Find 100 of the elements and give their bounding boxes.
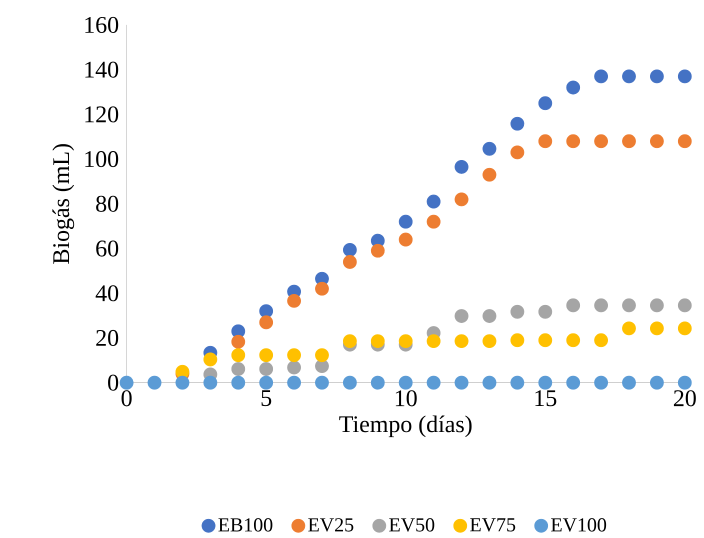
legend-label: EB100 bbox=[218, 518, 272, 532]
point bbox=[566, 376, 580, 390]
point bbox=[510, 116, 524, 131]
point bbox=[538, 304, 552, 319]
point bbox=[259, 348, 274, 362]
y-tick-label: 100 bbox=[85, 151, 118, 168]
x-tick-label: 20 bbox=[674, 390, 696, 406]
point bbox=[426, 334, 441, 348]
point bbox=[678, 69, 692, 84]
point bbox=[426, 376, 441, 390]
point bbox=[342, 334, 357, 348]
point bbox=[510, 304, 524, 319]
point bbox=[594, 134, 608, 148]
point bbox=[342, 255, 357, 269]
y-tick-label: 20 bbox=[96, 330, 118, 346]
point bbox=[454, 376, 468, 390]
point bbox=[650, 298, 664, 312]
point bbox=[203, 352, 218, 366]
point bbox=[594, 333, 608, 348]
point bbox=[650, 321, 664, 336]
point bbox=[176, 376, 190, 390]
point bbox=[454, 309, 468, 323]
point bbox=[622, 376, 636, 390]
y-tick-label: 60 bbox=[96, 240, 118, 257]
point bbox=[370, 334, 385, 348]
legend-label: EV75 bbox=[470, 518, 516, 532]
x-tick-label: 10 bbox=[396, 390, 417, 406]
point bbox=[426, 214, 441, 229]
point bbox=[678, 321, 692, 336]
point bbox=[398, 232, 413, 246]
legend-label: EV50 bbox=[389, 518, 434, 532]
point bbox=[287, 348, 301, 362]
y-tick-label: 40 bbox=[96, 285, 118, 302]
point bbox=[259, 362, 274, 376]
point bbox=[287, 294, 301, 308]
point bbox=[398, 376, 413, 390]
point bbox=[594, 376, 608, 390]
point bbox=[398, 334, 413, 348]
y-axis-title: Biogás (mL) bbox=[52, 144, 74, 264]
point bbox=[203, 376, 218, 390]
point bbox=[538, 333, 552, 348]
point bbox=[566, 80, 580, 94]
y-tick-label: 120 bbox=[85, 106, 118, 122]
point bbox=[370, 244, 385, 258]
point bbox=[594, 69, 608, 84]
point bbox=[231, 362, 246, 376]
point bbox=[370, 376, 385, 390]
point bbox=[454, 160, 468, 174]
point bbox=[566, 333, 580, 348]
point bbox=[538, 376, 552, 390]
point bbox=[678, 376, 692, 390]
point bbox=[510, 376, 524, 390]
point bbox=[566, 134, 580, 148]
point bbox=[482, 142, 496, 156]
point bbox=[510, 145, 524, 160]
point bbox=[650, 134, 664, 148]
x-tick-label: 15 bbox=[535, 390, 556, 406]
point bbox=[622, 321, 636, 336]
point bbox=[454, 192, 468, 206]
point bbox=[482, 309, 496, 323]
point bbox=[622, 134, 636, 148]
point bbox=[259, 376, 274, 390]
point bbox=[287, 360, 301, 374]
point bbox=[342, 376, 357, 390]
x-axis-title: Tiempo (días) bbox=[339, 415, 472, 438]
point bbox=[594, 298, 608, 312]
point bbox=[566, 298, 580, 312]
y-tick-label: 80 bbox=[96, 196, 118, 212]
x-tick-label: 0 bbox=[122, 390, 132, 406]
point bbox=[482, 168, 496, 182]
point bbox=[678, 298, 692, 312]
point bbox=[482, 334, 496, 348]
point bbox=[231, 376, 246, 390]
y-tick-label: 140 bbox=[85, 62, 118, 78]
point bbox=[454, 334, 468, 348]
point bbox=[678, 134, 692, 148]
x-tick-label: 5 bbox=[262, 390, 272, 406]
point bbox=[315, 376, 329, 390]
point bbox=[482, 376, 496, 390]
point bbox=[148, 376, 162, 390]
point bbox=[650, 376, 664, 390]
point bbox=[259, 315, 274, 330]
y-tick-label: 0 bbox=[108, 374, 118, 391]
point bbox=[622, 298, 636, 312]
point bbox=[231, 348, 246, 362]
point bbox=[315, 282, 329, 296]
legend-label: EV100 bbox=[551, 518, 606, 532]
point bbox=[622, 69, 636, 84]
y-tick-label: 160 bbox=[85, 16, 118, 33]
point bbox=[650, 69, 664, 84]
point bbox=[538, 134, 552, 148]
point bbox=[398, 214, 413, 229]
point bbox=[315, 348, 329, 362]
legend-label: EV25 bbox=[308, 518, 354, 532]
point bbox=[538, 96, 552, 110]
point bbox=[120, 376, 134, 390]
point bbox=[342, 242, 357, 257]
point bbox=[231, 334, 246, 349]
point bbox=[287, 376, 301, 390]
point bbox=[426, 194, 441, 208]
